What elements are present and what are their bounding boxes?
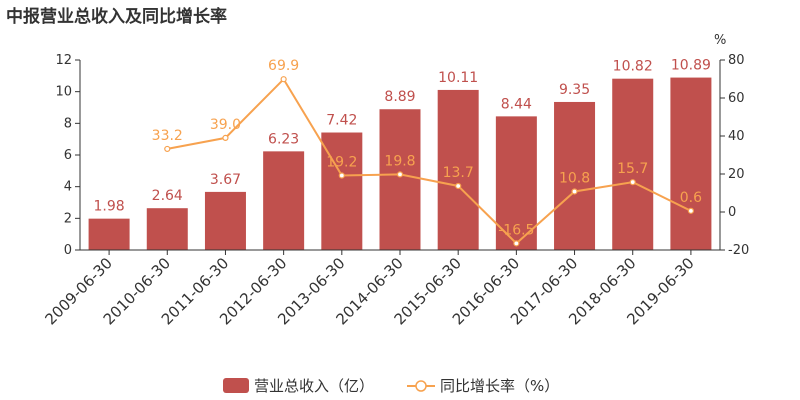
line-value-label: 33.2 xyxy=(152,128,183,144)
line-value-label: 39.0 xyxy=(210,117,241,133)
line-point[interactable] xyxy=(164,145,171,153)
bar-value-label: 8.44 xyxy=(501,96,532,112)
bar[interactable] xyxy=(204,191,246,250)
y-left-tick-label: 2 xyxy=(64,211,72,226)
y-right-tick-label: 60 xyxy=(728,91,745,106)
y-left-tick-label: 8 xyxy=(64,116,72,131)
y-left-tick-label: 0 xyxy=(64,243,72,258)
growth-line xyxy=(167,77,692,245)
bar[interactable] xyxy=(146,208,188,250)
y-left-tick-label: 6 xyxy=(64,148,72,163)
line-point[interactable] xyxy=(396,171,404,178)
bar[interactable] xyxy=(379,109,421,250)
bar-value-label: 1.98 xyxy=(94,199,125,215)
line-point[interactable] xyxy=(687,207,695,214)
bar-value-label: 3.67 xyxy=(210,172,241,188)
line-value-label: 10.8 xyxy=(559,170,590,186)
bar-value-label: 7.42 xyxy=(326,113,357,129)
legend-line-marker xyxy=(415,380,427,392)
line-point[interactable] xyxy=(455,182,462,190)
bar[interactable] xyxy=(263,151,305,250)
y-left-tick-label: 4 xyxy=(64,180,72,195)
y-left-tick-label: 10 xyxy=(55,85,72,100)
legend-bar-label: 营业总收入（亿） xyxy=(254,377,374,395)
y-right-tick-label: 20 xyxy=(728,167,745,182)
y-right-unit: % xyxy=(714,33,726,48)
bar-value-label: 9.35 xyxy=(559,82,590,98)
line-series xyxy=(164,76,695,247)
bar-value-label: 8.89 xyxy=(384,89,415,105)
line-point[interactable] xyxy=(571,188,578,195)
y-right-tick-label: 80 xyxy=(728,53,745,68)
bar-value-label: 10.11 xyxy=(438,70,478,86)
line-value-label: 69.9 xyxy=(268,58,299,74)
y-right-tick-label: 0 xyxy=(728,205,736,220)
line-value-label: 19.8 xyxy=(384,153,415,169)
line-value-label: 0.6 xyxy=(680,190,702,206)
data-labels: 1.98 2.64 3.67 6.23 7.42 8.89 10.11 8.44 9.35 10.… xyxy=(94,58,711,239)
line-value-label: 13.7 xyxy=(443,165,474,181)
line-point[interactable] xyxy=(513,240,520,247)
line-point[interactable] xyxy=(338,172,345,179)
bar[interactable] xyxy=(670,77,712,250)
bar-value-label: 2.64 xyxy=(152,188,183,204)
y-right-tick-label: -20 xyxy=(728,243,749,258)
line-point[interactable] xyxy=(629,179,636,186)
bar[interactable] xyxy=(554,101,596,250)
chart-title: 中报营业总收入及同比增长率 xyxy=(6,7,227,27)
line-value-label: 15.7 xyxy=(617,161,648,177)
legend[interactable]: 营业总收入（亿） 同比增长率（%） xyxy=(223,377,559,395)
bar-value-label: 6.23 xyxy=(268,131,299,147)
y-right-tick-label: 40 xyxy=(728,129,745,144)
bar[interactable] xyxy=(437,89,479,250)
line-point[interactable] xyxy=(222,134,229,141)
line-point[interactable] xyxy=(280,76,287,83)
bar[interactable] xyxy=(495,116,537,250)
bar[interactable] xyxy=(88,218,130,250)
bar-value-label: 10.82 xyxy=(613,59,653,75)
line-value-label: 19.2 xyxy=(326,155,357,171)
bar-value-label: 10.89 xyxy=(671,58,711,74)
legend-bar-swatch xyxy=(223,378,249,393)
legend-line-label: 同比增长率（%） xyxy=(440,377,559,395)
bar[interactable] xyxy=(612,78,654,250)
y-left-tick-label: 12 xyxy=(55,53,72,68)
line-value-label: -16.5 xyxy=(498,222,534,238)
